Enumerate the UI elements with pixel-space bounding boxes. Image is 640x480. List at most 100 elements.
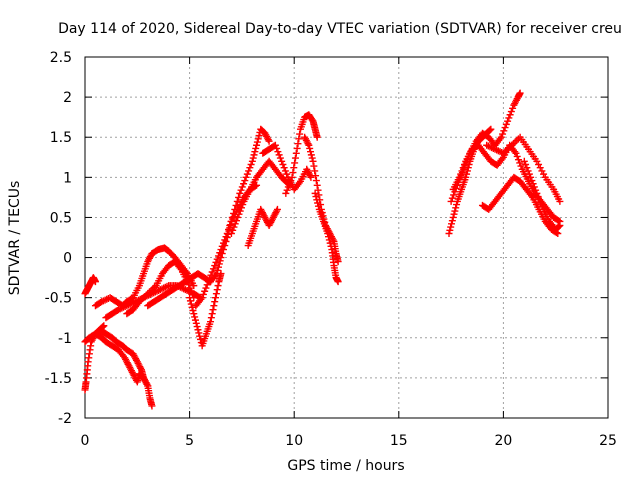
- data-point: [282, 189, 290, 197]
- data-point: [459, 164, 467, 172]
- data-point: [555, 222, 563, 230]
- data-point: [91, 278, 99, 286]
- data-point: [275, 151, 283, 159]
- data-point: [189, 307, 197, 315]
- grid-lines: [85, 57, 608, 418]
- data-point: [191, 313, 199, 321]
- data-point: [540, 170, 548, 178]
- x-tick-label: 20: [494, 433, 512, 449]
- data-point: [509, 104, 517, 112]
- data-point: [221, 242, 229, 250]
- data-point: [325, 233, 333, 241]
- data-point: [253, 138, 261, 146]
- data-point: [451, 207, 459, 215]
- data-point: [453, 201, 461, 209]
- data-point: [252, 144, 260, 152]
- data-point: [215, 260, 223, 268]
- data-point: [496, 135, 504, 143]
- data-point: [212, 271, 220, 279]
- data-point: [507, 108, 515, 116]
- data-point: [242, 173, 250, 181]
- y-tick-label: 2.5: [50, 50, 72, 66]
- data-point: [186, 294, 194, 302]
- data-point: [448, 194, 456, 202]
- data-points: [81, 89, 564, 410]
- data-point: [202, 284, 210, 292]
- data-point: [296, 130, 304, 138]
- data-point: [306, 144, 314, 152]
- data-point: [245, 167, 253, 175]
- x-tick-label: 0: [81, 433, 90, 449]
- data-point: [307, 173, 315, 181]
- data-point: [280, 164, 288, 172]
- data-point: [311, 189, 319, 197]
- data-point: [314, 199, 322, 207]
- data-point: [214, 266, 222, 274]
- data-point: [251, 148, 259, 156]
- data-point: [307, 148, 315, 156]
- data-point: [186, 297, 194, 305]
- data-point: [295, 135, 303, 143]
- x-tick-label: 5: [185, 433, 194, 449]
- data-point: [305, 141, 313, 149]
- data-point: [192, 319, 200, 327]
- data-point: [273, 144, 281, 152]
- data-point: [283, 170, 291, 178]
- data-point: [271, 141, 279, 149]
- data-point: [448, 220, 456, 228]
- data-point: [462, 173, 470, 181]
- data-point: [511, 148, 519, 156]
- data-point: [176, 264, 184, 272]
- data-point: [506, 111, 514, 119]
- data-point: [249, 154, 257, 162]
- data-point: [255, 132, 263, 140]
- data-point: [194, 326, 202, 334]
- data-point: [222, 238, 230, 246]
- data-point: [527, 173, 535, 181]
- data-point: [236, 207, 244, 215]
- data-point: [514, 135, 522, 143]
- data-point: [307, 151, 315, 159]
- data-point: [219, 246, 227, 254]
- data-point: [538, 167, 546, 175]
- data-point: [289, 169, 297, 177]
- data-point: [446, 226, 454, 234]
- data-point: [460, 160, 468, 168]
- data-point: [137, 364, 145, 372]
- x-tick-label: 10: [285, 433, 303, 449]
- data-point: [287, 177, 295, 185]
- y-tick-label: -0.5: [45, 291, 72, 307]
- data-point: [455, 173, 463, 181]
- data-point: [273, 205, 281, 213]
- data-point: [309, 157, 317, 165]
- data-point: [535, 160, 543, 168]
- data-point: [236, 189, 244, 197]
- data-point: [533, 189, 541, 197]
- data-point: [278, 157, 286, 165]
- data-point: [312, 177, 320, 185]
- data-point: [504, 117, 512, 125]
- data-point: [212, 258, 220, 266]
- data-point: [334, 258, 342, 266]
- data-point: [535, 196, 543, 204]
- y-tick-label: -2: [58, 411, 72, 427]
- data-point: [556, 197, 564, 205]
- data-point: [288, 173, 296, 181]
- data-point: [217, 254, 225, 262]
- y-tick-label: 2: [63, 90, 72, 106]
- data-point: [210, 302, 218, 310]
- data-point: [294, 140, 302, 148]
- data-point: [497, 133, 505, 141]
- y-tick-label: 0: [63, 251, 72, 267]
- data-point: [212, 290, 220, 298]
- data-point: [207, 314, 215, 322]
- data-point: [248, 157, 256, 165]
- data-point: [281, 167, 289, 175]
- data-point: [311, 167, 319, 175]
- data-point: [500, 127, 508, 135]
- data-point: [213, 270, 221, 278]
- data-point: [253, 141, 261, 149]
- data-point: [143, 380, 151, 388]
- data-point: [239, 201, 247, 209]
